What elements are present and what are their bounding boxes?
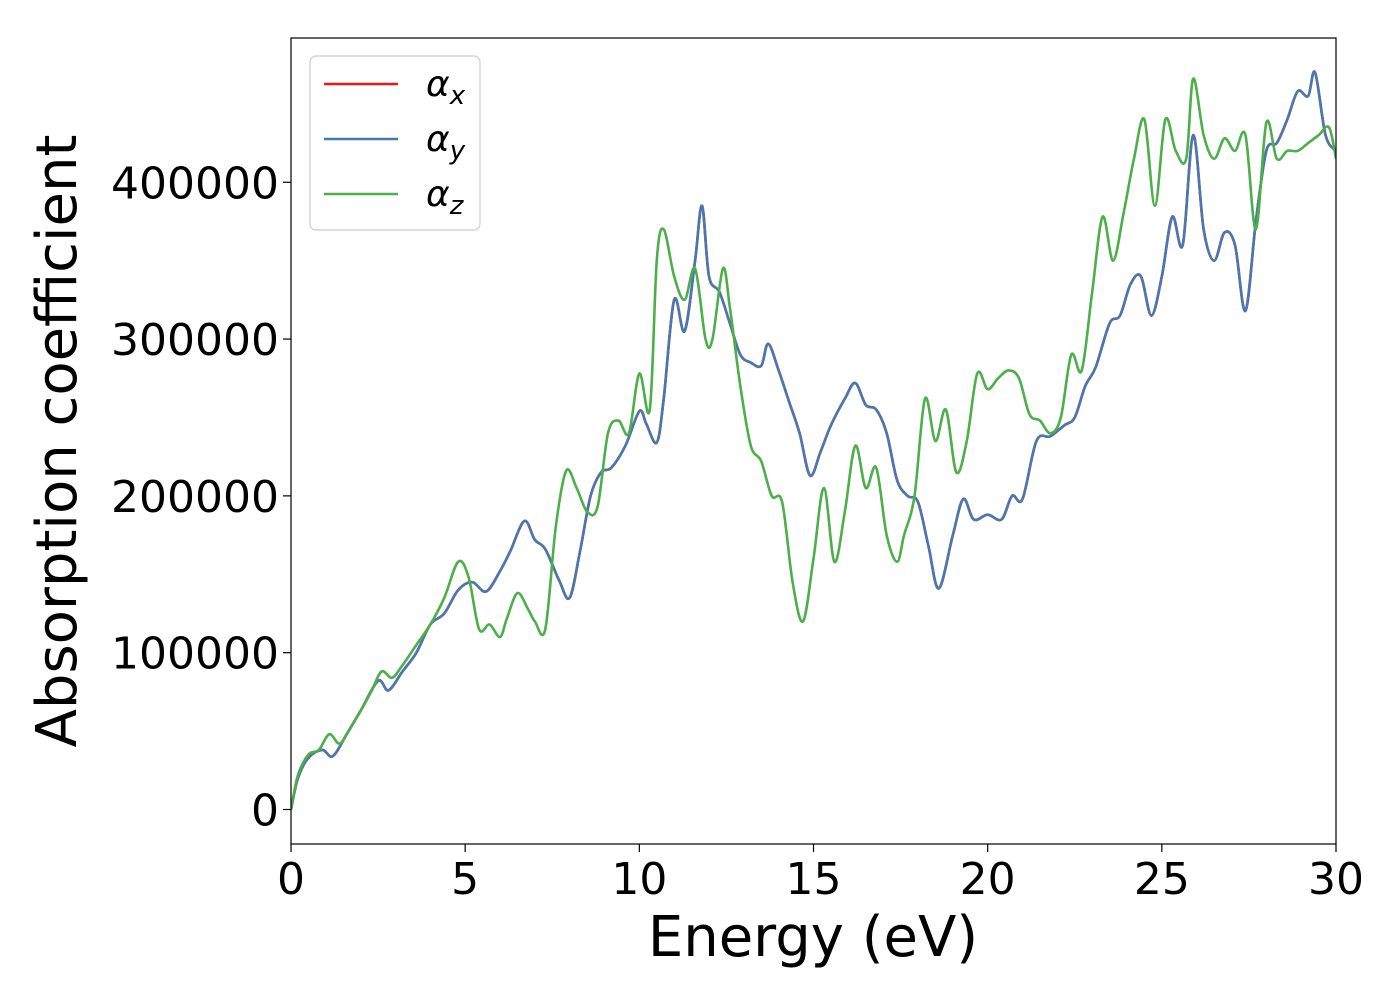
x-tick-label: 5 xyxy=(451,854,479,905)
x-tick-label: 15 xyxy=(786,854,842,905)
y-axis-label: Absorption coefficient xyxy=(25,135,90,748)
y-tick-label: 400000 xyxy=(111,158,279,209)
x-tick-label: 30 xyxy=(1308,854,1364,905)
y-tick-label: 300000 xyxy=(111,315,279,366)
y-ticks: 0 100000 200000 300000 400000 xyxy=(111,158,291,837)
legend-label-z: αz xyxy=(426,174,465,221)
legend-box xyxy=(309,55,481,231)
y-tick-label: 100000 xyxy=(111,629,279,680)
x-tick-label: 20 xyxy=(960,854,1016,905)
series-line-z xyxy=(291,77,1336,810)
x-tick-label: 10 xyxy=(611,854,667,905)
x-tick-label: 0 xyxy=(277,854,305,905)
y-tick-label: 200000 xyxy=(111,472,279,523)
legend-label-x: αx xyxy=(426,64,466,111)
legend-label-y: αy xyxy=(426,119,466,166)
x-ticks: 0 5 10 15 20 25 30 xyxy=(277,844,1364,905)
x-axis-label: Energy (eV) xyxy=(648,905,978,970)
y-tick-label: 0 xyxy=(251,786,279,837)
series-line-y xyxy=(291,70,1336,810)
legend: αx αy αz xyxy=(309,55,481,231)
x-tick-label: 25 xyxy=(1134,854,1190,905)
series-layer xyxy=(291,70,1336,810)
